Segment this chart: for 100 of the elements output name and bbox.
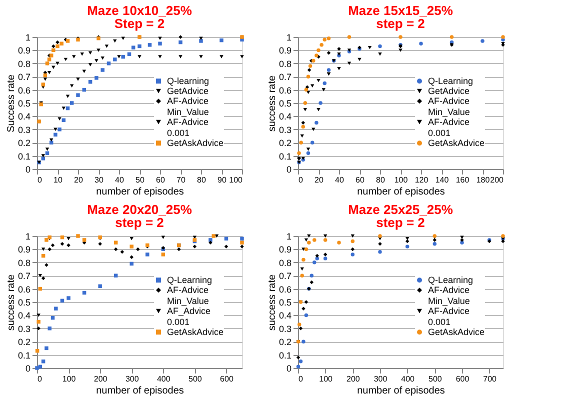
- y-tick-label: 0.3: [18, 124, 30, 135]
- y-tick-label: 0.6: [18, 284, 30, 294]
- y-tick-label: 0.1: [18, 350, 30, 360]
- y-axis-title: success rate: [266, 274, 278, 331]
- x-tick-label: 400: [156, 374, 171, 384]
- y-tick-label: 0.9: [278, 244, 292, 255]
- x-tick-label: 20: [314, 176, 324, 184]
- legend-label: AF_Advice 0.001: [167, 306, 211, 328]
- y-tick-label: 0.9: [18, 244, 30, 255]
- legend-label: AF-Advice 0.001: [428, 117, 470, 138]
- y-tick-label: 0.7: [18, 72, 30, 82]
- x-tick-label: 80: [376, 176, 386, 184]
- x-axis-title: number of episodes: [357, 386, 445, 396]
- x-tick-label: 160: [456, 176, 470, 184]
- y-tick-label: 0.1: [18, 151, 30, 162]
- y-tick-label: 0.6: [18, 85, 30, 96]
- y-tick-label: 0.8: [278, 58, 292, 69]
- y-tick-label: 0.6: [278, 85, 292, 96]
- x-tick-label: 200: [94, 374, 108, 384]
- x-tick-label: 100: [229, 176, 244, 184]
- x-tick-label: 100: [62, 374, 76, 384]
- x-tick-label: 600: [220, 374, 234, 384]
- y-tick-label: 0.9: [278, 46, 292, 56]
- y-tick-label: 0.2: [278, 138, 292, 148]
- x-tick-label: 60: [356, 176, 365, 184]
- y-tick-label: 0: [286, 164, 292, 174]
- y-axis-title: Success rate: [6, 74, 17, 132]
- y-tick-label: 0: [286, 364, 292, 374]
- legend-label: AF-Advice Min_Value: [428, 96, 470, 118]
- y-tick-label: 0.1: [278, 151, 292, 162]
- y-tick-label: 0.8: [18, 58, 30, 69]
- y-tick-label: 1: [286, 232, 292, 242]
- y-tick-label: 0.5: [278, 298, 292, 308]
- x-tick-label: 500: [428, 374, 442, 384]
- y-tick-label: 0.5: [278, 98, 292, 108]
- x-tick-label: 0: [38, 374, 42, 384]
- y-tick-label: 0.7: [18, 271, 30, 282]
- y-tick-label: 0.4: [18, 310, 30, 321]
- x-tick-label: 40: [115, 176, 124, 184]
- legend-label: AF-Advice Min_Value: [167, 285, 209, 306]
- x-tick-label: 300: [125, 374, 140, 384]
- x-tick-label: 100: [394, 176, 408, 184]
- legend-label: Q-Learning: [428, 275, 474, 286]
- x-tick-label: 0: [298, 176, 304, 184]
- y-tick-label: 0.2: [278, 337, 292, 348]
- y-tick-label: 1: [286, 32, 292, 42]
- y-tick-label: 0.2: [18, 138, 30, 148]
- y-tick-label: 0.8: [278, 258, 292, 268]
- y-axis-title: success rate: [6, 274, 17, 331]
- x-tick-label: 700: [483, 374, 498, 384]
- legend-label: GetAdvice: [167, 86, 209, 96]
- x-tick-label: 0: [298, 374, 304, 384]
- legend-label: GetAskAdvice: [167, 327, 224, 338]
- y-tick-label: 0.4: [278, 310, 292, 321]
- y-tick-label: 0.2: [18, 337, 30, 348]
- y-tick-label: 0.7: [278, 271, 292, 282]
- y-tick-label: 0.1: [278, 350, 292, 360]
- x-tick-label: 500: [188, 374, 202, 384]
- x-tick-label: 400: [401, 374, 416, 384]
- legend-label: Q-Learning: [428, 76, 474, 86]
- x-tick-label: 50: [136, 176, 145, 184]
- y-tick-label: 1: [25, 32, 30, 42]
- legend-label: Q-learning: [167, 76, 210, 86]
- x-tick-label: 70: [176, 176, 186, 184]
- legend-label: AF-Advice 0.001: [167, 117, 209, 138]
- x-tick-label: 300: [374, 374, 388, 384]
- y-tick-label: 0.3: [278, 324, 292, 334]
- y-tick-label: 0.3: [18, 324, 30, 334]
- x-tick-label: 200: [490, 176, 504, 184]
- x-tick-label: 10: [54, 176, 63, 184]
- chart-title: Maze 25x25_25%: [348, 202, 454, 217]
- x-axis-title: number of episodes: [96, 186, 184, 198]
- y-tick-label: 0.4: [278, 112, 292, 122]
- legend-label: GetAskAdvice: [428, 327, 485, 338]
- legend-label: GetAdvice: [428, 86, 470, 96]
- chart-subtitle: step = 2: [376, 215, 425, 230]
- y-tick-label: 1: [25, 232, 30, 242]
- legend-label: GetAskAdvice: [428, 138, 485, 148]
- legend-label: Q-Learning: [167, 275, 212, 286]
- chart-title: Maze 10x10_25%: [87, 3, 192, 18]
- chart-title: Maze 20x20_25%: [87, 202, 192, 217]
- y-tick-label: 0.3: [278, 124, 292, 135]
- x-tick-label: 100: [319, 374, 334, 384]
- chart-subtitle: Step = 2: [114, 16, 165, 31]
- y-tick-label: 0.5: [18, 298, 30, 308]
- y-tick-label: 0.4: [18, 112, 30, 122]
- x-tick-label: 20: [74, 176, 84, 184]
- legend-label: GetAskAdvice: [167, 138, 224, 148]
- x-tick-label: 30: [94, 176, 104, 184]
- y-tick-label: 0.8: [18, 258, 30, 268]
- y-tick-label: 0.6: [278, 284, 292, 294]
- y-tick-label: 0: [25, 164, 30, 174]
- y-tick-label: 0.5: [18, 98, 30, 108]
- y-tick-label: 0: [25, 364, 30, 374]
- chart-subtitle: step = 2: [376, 16, 425, 31]
- x-axis-title: number of episodes: [357, 186, 445, 198]
- x-tick-label: 60: [156, 176, 166, 184]
- x-tick-label: 140: [435, 176, 450, 184]
- y-axis-title: success rate: [266, 75, 278, 132]
- chart-subtitle: step = 2: [115, 215, 164, 230]
